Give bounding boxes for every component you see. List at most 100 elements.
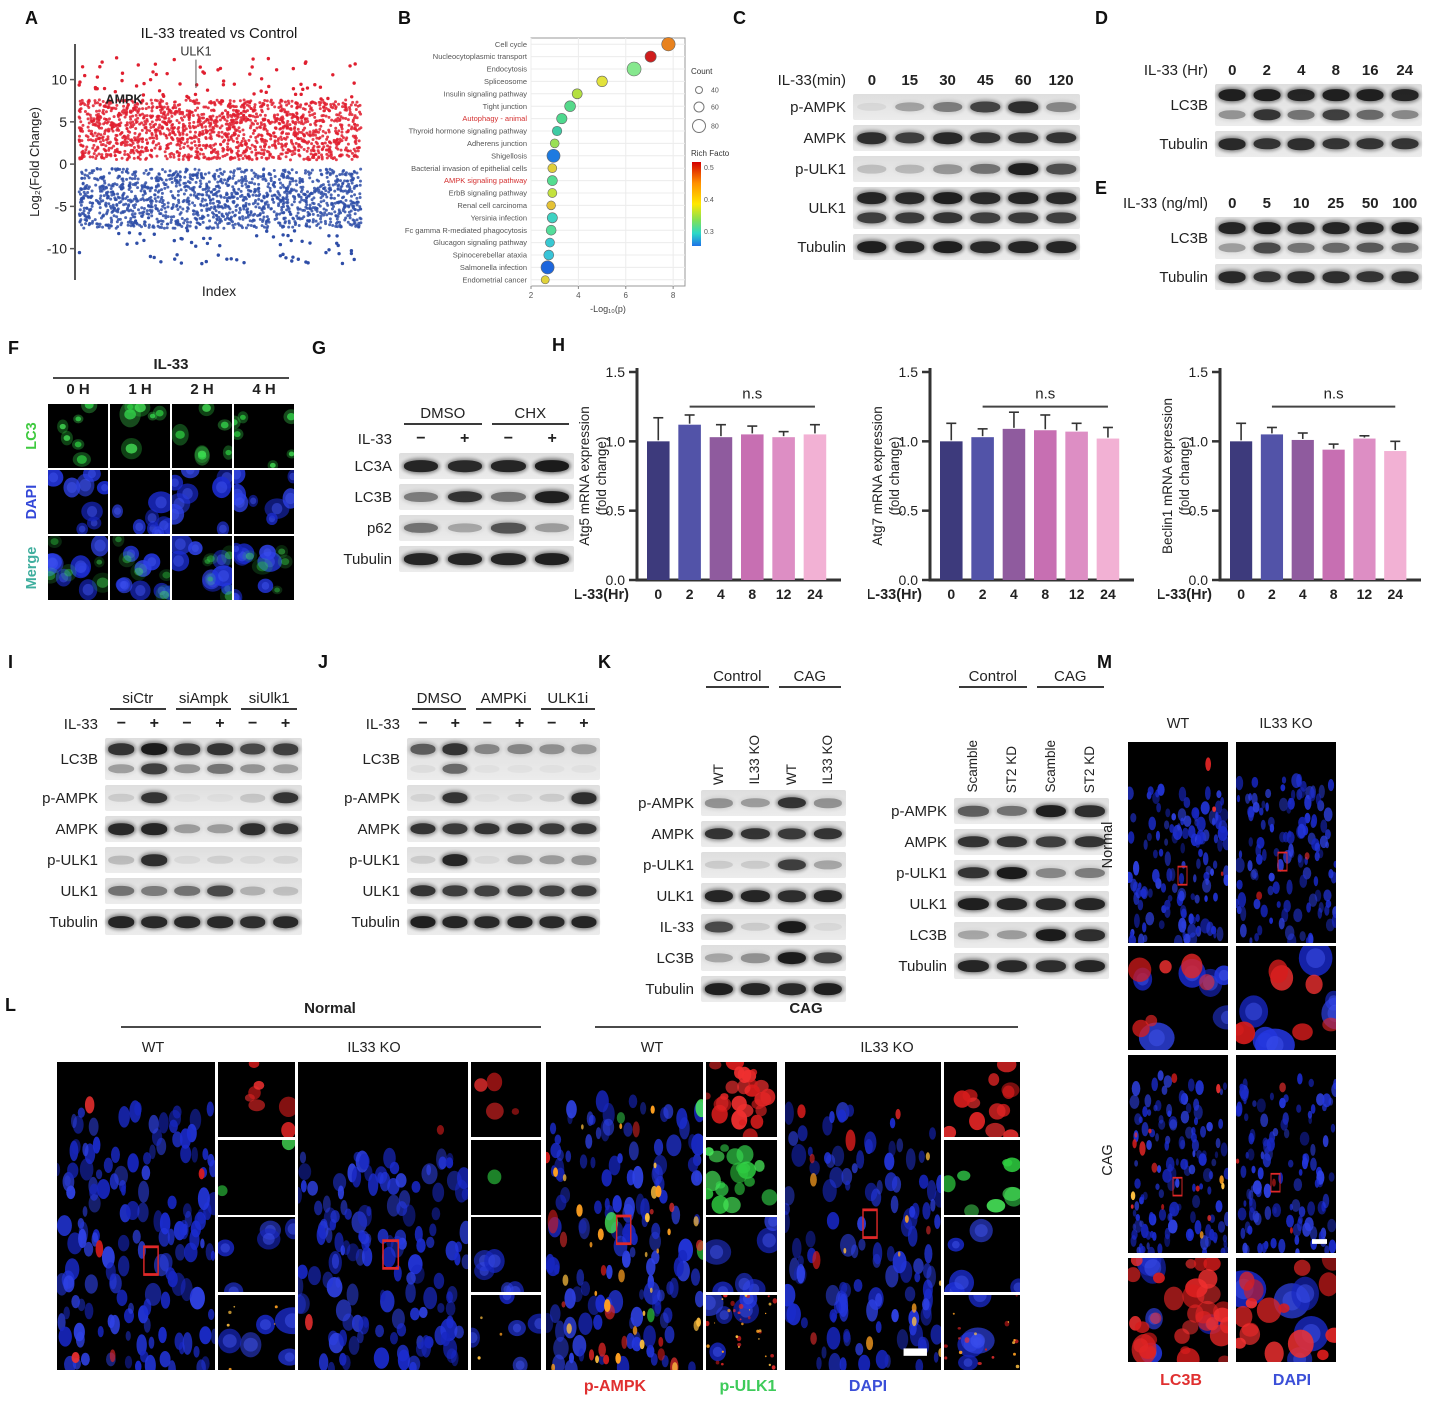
signal-blob bbox=[657, 1348, 665, 1361]
blot-strip bbox=[399, 484, 574, 510]
data-point bbox=[203, 198, 207, 202]
data-point bbox=[334, 140, 338, 144]
data-point bbox=[251, 202, 255, 206]
data-point bbox=[201, 236, 206, 241]
signal-blob bbox=[175, 1243, 186, 1261]
fluorescence-image bbox=[706, 1217, 777, 1293]
data-point bbox=[147, 105, 151, 109]
data-point bbox=[308, 176, 312, 180]
blot-row: ULK1 bbox=[318, 878, 600, 904]
data-point bbox=[229, 215, 233, 219]
data-point bbox=[87, 215, 91, 219]
blot-band bbox=[997, 930, 1028, 940]
data-point bbox=[143, 220, 147, 224]
data-point bbox=[355, 100, 359, 104]
blot-row-label: AMPK bbox=[651, 825, 694, 843]
data-point bbox=[154, 128, 158, 132]
data-point bbox=[120, 78, 124, 83]
data-point bbox=[269, 98, 273, 102]
data-point bbox=[290, 99, 294, 103]
data-point bbox=[230, 195, 234, 199]
data-point bbox=[293, 152, 297, 156]
data-point bbox=[313, 115, 317, 119]
data-point bbox=[281, 168, 285, 172]
category-label: Insulin signaling pathway bbox=[444, 89, 528, 98]
data-point bbox=[154, 130, 158, 134]
data-point bbox=[319, 101, 323, 105]
data-point bbox=[318, 226, 322, 230]
signal-blob bbox=[564, 1288, 576, 1309]
signal-blob bbox=[284, 1352, 295, 1362]
x-tick-label: 2 bbox=[686, 586, 694, 602]
data-point bbox=[188, 126, 192, 130]
signal-blob bbox=[389, 1332, 398, 1345]
data-point bbox=[335, 180, 339, 184]
data-point bbox=[232, 108, 236, 112]
data-point bbox=[239, 111, 243, 115]
data-point bbox=[247, 138, 251, 142]
data-point bbox=[196, 113, 200, 117]
data-point bbox=[278, 117, 282, 121]
signal-blob bbox=[837, 1109, 847, 1123]
blot-band bbox=[491, 553, 526, 565]
if-column-header: 0 H bbox=[66, 381, 90, 398]
data-point bbox=[338, 179, 342, 183]
signal-blob bbox=[635, 1193, 645, 1215]
signal-blob bbox=[153, 1253, 169, 1277]
signal-blob bbox=[630, 1306, 644, 1327]
if-cell bbox=[110, 404, 170, 468]
data-point bbox=[351, 120, 355, 124]
blot-row: AMPK bbox=[8, 816, 302, 842]
data-point bbox=[145, 102, 149, 106]
data-point bbox=[341, 105, 345, 109]
data-point bbox=[297, 149, 301, 153]
signal-blob bbox=[281, 558, 290, 566]
signal-blob bbox=[619, 1123, 623, 1130]
data-point bbox=[195, 221, 199, 225]
data-point bbox=[244, 216, 248, 220]
blot-strip bbox=[701, 790, 846, 816]
fluorescence-image bbox=[218, 1217, 295, 1293]
signal-blob bbox=[549, 1304, 561, 1324]
data-point bbox=[192, 173, 196, 177]
signal-blob bbox=[561, 1301, 566, 1308]
signal-blob bbox=[896, 1138, 904, 1153]
blot-band bbox=[442, 854, 468, 866]
data-point bbox=[220, 112, 224, 116]
data-point bbox=[306, 119, 310, 123]
data-point bbox=[152, 139, 156, 143]
data-point bbox=[311, 218, 315, 222]
data-point bbox=[305, 206, 309, 210]
blot-strip bbox=[105, 909, 302, 935]
data-point bbox=[195, 150, 199, 154]
data-point bbox=[152, 232, 156, 236]
data-point bbox=[159, 108, 163, 112]
signal-blob bbox=[595, 1127, 602, 1140]
data-point bbox=[204, 144, 208, 148]
data-point bbox=[308, 203, 312, 207]
blot-lane-label-row: IL-33 (ng/ml) 0 5 10 25 50 100 bbox=[1085, 195, 1422, 212]
data-point bbox=[290, 104, 294, 108]
data-point bbox=[240, 175, 244, 179]
data-point bbox=[142, 115, 146, 119]
blot-group-label: Control bbox=[706, 668, 769, 688]
data-point bbox=[128, 115, 132, 119]
blot-group-area: DMSO AMPKi ULK1i bbox=[407, 690, 600, 710]
data-point bbox=[272, 131, 276, 135]
blot-row-label: Tubulin bbox=[898, 957, 947, 975]
data-point bbox=[133, 194, 137, 198]
data-point bbox=[242, 109, 246, 113]
signal-blob bbox=[173, 555, 184, 567]
blot-lane-label: 60 bbox=[1014, 72, 1032, 89]
data-point bbox=[283, 124, 287, 128]
data-point bbox=[269, 137, 273, 141]
data-point bbox=[194, 125, 198, 129]
blot-strip bbox=[853, 156, 1080, 182]
data-point bbox=[178, 82, 182, 86]
blot-band bbox=[1218, 222, 1246, 235]
data-point bbox=[316, 186, 320, 190]
blot-band bbox=[539, 765, 564, 773]
data-point bbox=[212, 143, 216, 147]
data-point bbox=[245, 145, 249, 149]
signal-blob bbox=[125, 1330, 131, 1341]
